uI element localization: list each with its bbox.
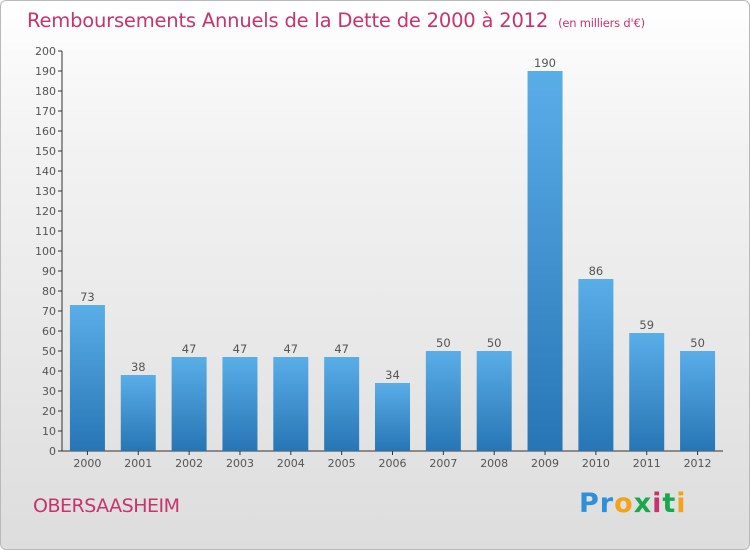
x-tick-label: 2003	[226, 457, 254, 470]
chart-unit: (en milliers d'€)	[558, 16, 645, 30]
data-label: 86	[589, 264, 604, 278]
bar	[425, 351, 461, 451]
data-label: 73	[80, 290, 95, 304]
bar	[578, 279, 614, 451]
x-tick-label: 2000	[73, 457, 101, 470]
y-tick-label: 130	[35, 185, 56, 198]
bar	[527, 71, 563, 451]
y-tick-label: 180	[35, 85, 56, 98]
y-tick-label: 20	[42, 405, 56, 418]
y-tick-label: 160	[35, 125, 56, 138]
y-tick-label: 140	[35, 165, 56, 178]
data-label: 190	[534, 56, 556, 70]
x-tick-label: 2004	[277, 457, 305, 470]
data-label: 50	[690, 336, 705, 350]
x-tick-label: 2001	[124, 457, 152, 470]
x-tick-label: 2005	[328, 457, 356, 470]
y-tick-label: 200	[35, 45, 56, 58]
y-tick-label: 40	[42, 365, 56, 378]
commune-name: OBERSAASHEIM	[33, 495, 180, 517]
x-tick-label: 2010	[582, 457, 610, 470]
data-label: 47	[283, 342, 298, 356]
x-tick-label: 2006	[379, 457, 407, 470]
bar	[69, 305, 105, 451]
bar	[375, 383, 410, 451]
y-tick-label: 190	[35, 65, 56, 78]
y-tick-label: 100	[35, 245, 56, 258]
x-tick-label: 2009	[531, 457, 559, 470]
proxiti-logo: Proxiti	[579, 488, 687, 519]
x-tick-label: 2002	[175, 457, 203, 470]
bar	[222, 357, 258, 451]
y-tick-label: 70	[42, 305, 56, 318]
chart-title-text: Remboursements Annuels de la Dette de 20…	[27, 9, 549, 32]
bar	[324, 357, 360, 451]
y-tick-label: 30	[42, 385, 56, 398]
data-label: 50	[436, 336, 451, 350]
y-tick-label: 0	[49, 445, 56, 458]
data-label: 47	[334, 342, 349, 356]
y-tick-label: 110	[35, 225, 56, 238]
data-label: 47	[233, 342, 248, 356]
bar	[629, 333, 665, 451]
data-label: 47	[182, 342, 197, 356]
y-tick-label: 80	[42, 285, 56, 298]
bar	[171, 357, 207, 451]
y-tick-label: 60	[42, 325, 56, 338]
bar	[680, 351, 716, 451]
data-label: 34	[385, 368, 400, 382]
bar	[476, 351, 512, 451]
data-label: 59	[639, 318, 654, 332]
y-tick-label: 10	[42, 425, 56, 438]
y-tick-label: 150	[35, 145, 56, 158]
y-tick-label: 90	[42, 265, 56, 278]
bar	[120, 375, 156, 451]
x-tick-label: 2007	[429, 457, 457, 470]
data-label: 38	[131, 360, 146, 374]
x-tick-label: 2011	[633, 457, 661, 470]
y-tick-label: 170	[35, 105, 56, 118]
data-label: 50	[487, 336, 502, 350]
x-tick-label: 2008	[480, 457, 508, 470]
x-tick-label: 2012	[684, 457, 712, 470]
chart-title: Remboursements Annuels de la Dette de 20…	[27, 9, 645, 32]
y-tick-label: 120	[35, 205, 56, 218]
bar	[273, 357, 309, 451]
y-tick-label: 50	[42, 345, 56, 358]
